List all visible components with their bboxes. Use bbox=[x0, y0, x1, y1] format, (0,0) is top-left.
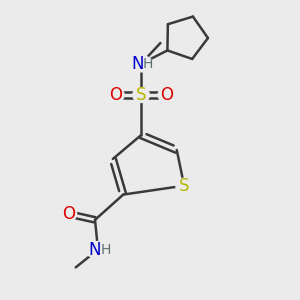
Text: S: S bbox=[179, 177, 189, 195]
Ellipse shape bbox=[133, 88, 149, 102]
Text: N: N bbox=[131, 55, 143, 73]
Ellipse shape bbox=[129, 56, 153, 72]
Text: N: N bbox=[88, 241, 101, 259]
Ellipse shape bbox=[60, 206, 76, 221]
Ellipse shape bbox=[84, 242, 112, 258]
Text: H: H bbox=[100, 243, 111, 256]
Text: O: O bbox=[62, 205, 75, 223]
Text: S: S bbox=[136, 86, 146, 104]
Text: O: O bbox=[160, 86, 173, 104]
Ellipse shape bbox=[158, 88, 175, 102]
Text: H: H bbox=[142, 57, 153, 71]
Ellipse shape bbox=[176, 178, 193, 193]
Ellipse shape bbox=[107, 88, 124, 102]
Text: O: O bbox=[109, 86, 122, 104]
